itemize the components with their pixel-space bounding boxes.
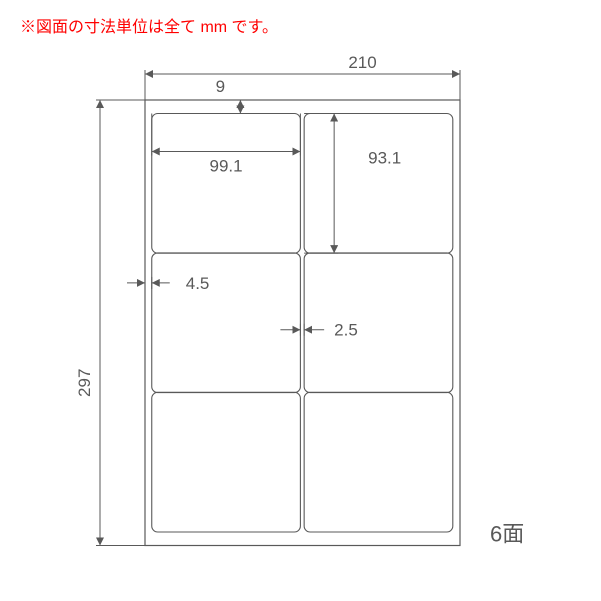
label-cell [304,114,453,254]
dimension-diagram: ※図面の寸法単位は全て mm です。 210 9 99.1 93.1 297 4.5 2.5 6… [0,0,601,601]
label-cell [152,114,301,254]
dim-label: 2.5 [334,321,358,340]
dim-label: 210 [348,53,376,72]
dim-label: 297 [75,369,94,397]
dim-label: 99.1 [210,157,243,176]
label-cell [304,392,453,532]
face-count-label: 6面 [490,522,524,547]
dim-label: 9 [216,77,225,96]
dim-label: 4.5 [186,274,210,293]
dim-label: 93.1 [368,148,401,167]
sheet-outline [145,100,460,546]
label-cell [152,253,301,393]
label-cell [152,392,301,532]
unit-note: ※図面の寸法単位は全て mm です。 [20,18,278,36]
label-cell [304,253,453,393]
